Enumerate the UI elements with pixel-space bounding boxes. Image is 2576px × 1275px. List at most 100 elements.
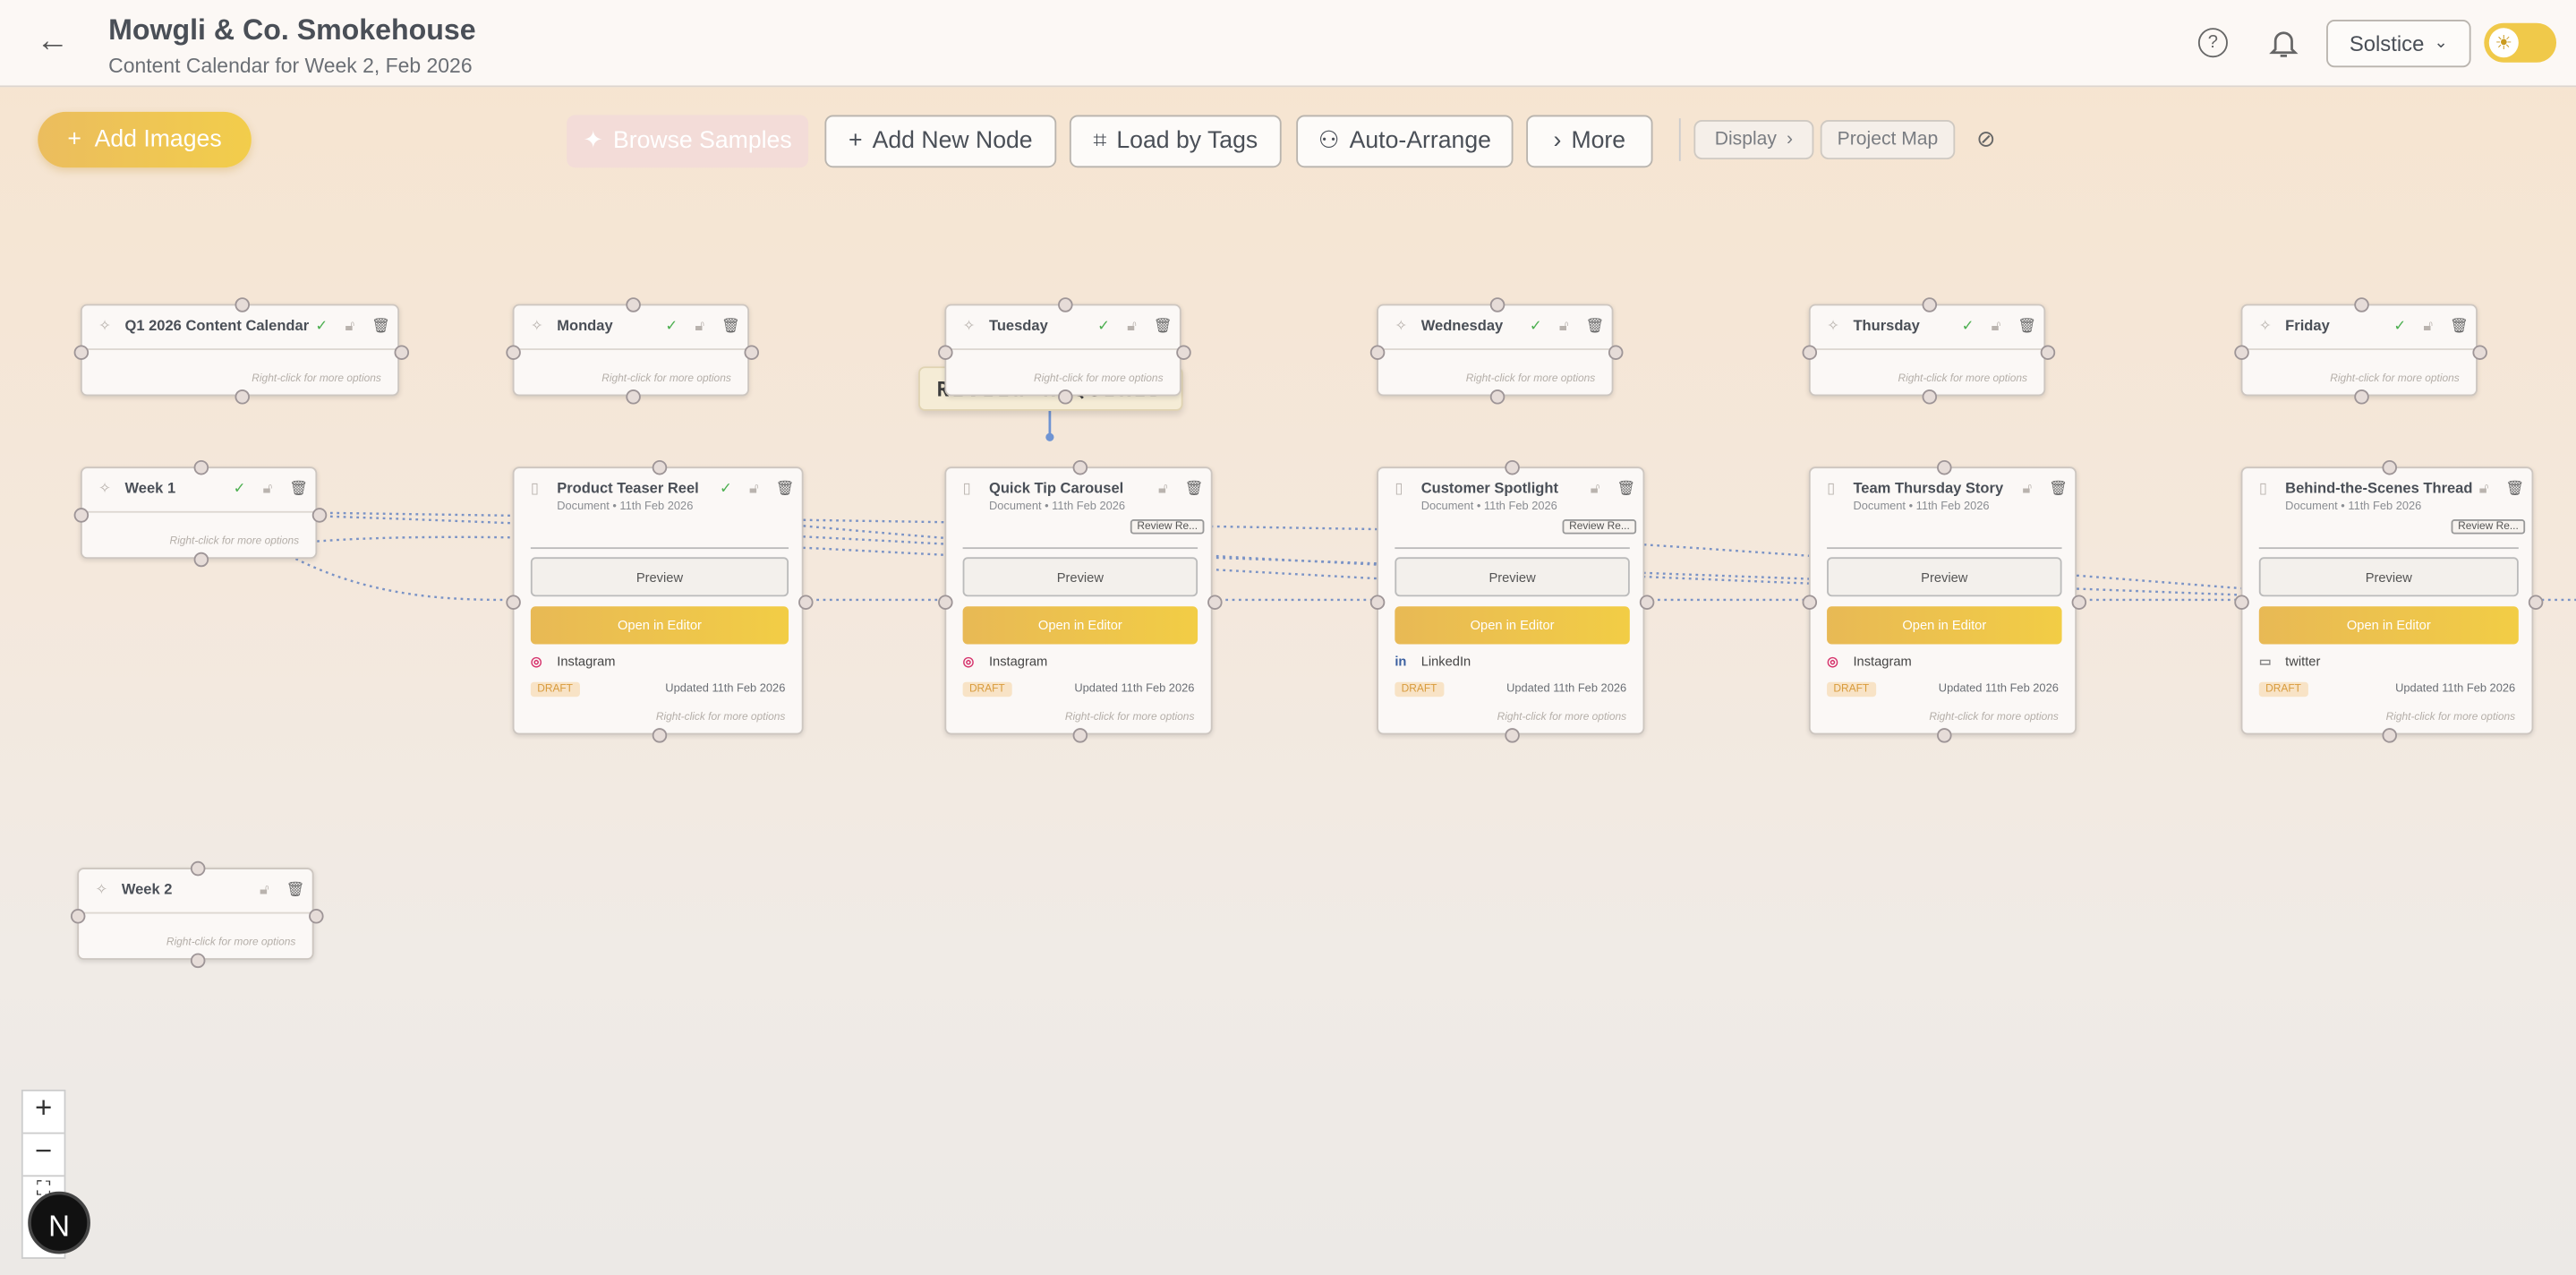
open-editor-button[interactable]: Open in Editor <box>962 606 1198 645</box>
handle[interactable] <box>938 595 953 610</box>
approve-icon[interactable]: ✓ <box>1961 317 1975 334</box>
approve-icon[interactable]: ✓ <box>233 479 246 497</box>
handle[interactable] <box>1608 344 1624 360</box>
avatar[interactable]: N <box>28 1191 90 1254</box>
handle[interactable] <box>73 507 90 522</box>
post-node[interactable]: ▯ Behind-the-Scenes Thread Document • 11th… <box>2234 459 2544 743</box>
approve-icon[interactable]: ✓ <box>719 479 732 497</box>
handle[interactable] <box>1057 297 1072 312</box>
handle[interactable] <box>2353 297 2368 312</box>
handle[interactable] <box>1488 389 1505 405</box>
handle[interactable] <box>1639 595 1655 610</box>
handle[interactable] <box>1937 728 1952 743</box>
delete-icon[interactable]: 🗑︎ <box>1153 317 1173 334</box>
toolbar-button[interactable]: ⌗ Load by Tags <box>1069 115 1282 168</box>
post-node[interactable]: ▯ Team Thursday Story Document • 11th Feb … <box>1802 459 2087 743</box>
open-editor-button[interactable]: Open in Editor <box>2258 606 2519 645</box>
zoom-out[interactable]: − <box>22 1134 64 1177</box>
handle[interactable] <box>190 860 205 877</box>
delete-icon[interactable]: 🗑︎ <box>721 317 740 334</box>
handle[interactable] <box>1369 595 1386 610</box>
handle[interactable] <box>1072 728 1088 743</box>
handle[interactable] <box>1802 344 1818 360</box>
lock-icon[interactable]: 🔓︎ <box>260 880 269 898</box>
lock-icon[interactable]: 🔓︎ <box>1127 317 1137 334</box>
post-node[interactable]: ▯ Customer Spotlight Document • 11th Feb 2… <box>1369 459 1655 743</box>
group-node[interactable]: ✧ Week 2 🔓︎ 🗑︎ Right-click for more options <box>70 860 324 969</box>
lock-icon[interactable]: 🔓︎ <box>2022 479 2033 497</box>
lock-icon[interactable]: 🔓︎ <box>1558 317 1569 334</box>
approve-icon[interactable]: ✓ <box>1529 317 1542 334</box>
theme-toggle[interactable]: ☀ <box>2484 22 2557 63</box>
delete-icon[interactable]: 🗑︎ <box>1184 479 1204 497</box>
help-button[interactable]: ? <box>2197 28 2228 58</box>
handle[interactable] <box>311 507 328 522</box>
post-node[interactable]: ▯ Quick Tip Carousel Document • 11th Feb 2… <box>938 459 1223 743</box>
post-node[interactable]: ▯ Product Teaser Reel Document • 11th Feb … <box>506 459 814 743</box>
notifications-button[interactable] <box>2269 26 2299 59</box>
handle[interactable] <box>1937 459 1952 475</box>
handle[interactable] <box>1921 297 1937 312</box>
open-editor-button[interactable]: Open in Editor <box>1827 606 2062 645</box>
lock-icon[interactable]: 🔓︎ <box>748 479 759 497</box>
handle[interactable] <box>1802 595 1818 610</box>
handle[interactable] <box>192 552 209 568</box>
handle[interactable] <box>2071 595 2087 610</box>
lock-icon[interactable]: 🔓︎ <box>2423 317 2434 334</box>
approve-icon[interactable]: ✓ <box>315 317 328 334</box>
review-badge[interactable]: Review Re... <box>1562 519 1637 535</box>
lock-icon[interactable]: 🔓︎ <box>345 317 355 334</box>
handle[interactable] <box>2472 344 2487 360</box>
handle[interactable] <box>70 908 86 923</box>
open-editor-button[interactable]: Open in Editor <box>530 606 789 645</box>
preview-button[interactable]: Preview <box>1395 557 1630 597</box>
lock-icon[interactable]: 🔓︎ <box>695 317 705 334</box>
handle[interactable] <box>506 595 521 610</box>
delete-icon[interactable]: 🗑︎ <box>2017 317 2036 334</box>
handle[interactable] <box>394 344 410 360</box>
lock-icon[interactable]: 🔓︎ <box>262 479 273 497</box>
zoom-in[interactable]: + <box>22 1091 64 1134</box>
handle[interactable] <box>1176 344 1191 360</box>
handle[interactable] <box>938 344 953 360</box>
handle[interactable] <box>1488 297 1505 312</box>
handle[interactable] <box>2353 389 2368 405</box>
handle[interactable] <box>625 389 640 405</box>
approve-icon[interactable]: ✓ <box>1097 317 1110 334</box>
handle[interactable] <box>506 344 521 360</box>
delete-icon[interactable]: 🗑︎ <box>2449 317 2469 334</box>
handle[interactable] <box>73 344 90 360</box>
handle[interactable] <box>1369 344 1386 360</box>
handle[interactable] <box>1505 459 1520 475</box>
link-icon[interactable]: ⊘ <box>1976 124 1996 151</box>
preview-button[interactable]: Preview <box>962 557 1198 597</box>
approve-icon[interactable]: ✓ <box>665 317 678 334</box>
delete-icon[interactable]: 🗑︎ <box>1585 317 1605 334</box>
handle[interactable] <box>625 297 640 312</box>
workspace-select[interactable]: Solstice ⌄ <box>2326 20 2471 68</box>
preview-button[interactable]: Preview <box>530 557 789 597</box>
handle[interactable] <box>234 297 250 312</box>
handle[interactable] <box>798 595 814 610</box>
handle[interactable] <box>234 389 250 405</box>
toolbar-button[interactable]: ✦ Browse Samples <box>567 115 809 168</box>
delete-icon[interactable]: 🗑︎ <box>775 479 795 497</box>
delete-icon[interactable]: 🗑︎ <box>2048 479 2068 497</box>
delete-icon[interactable]: 🗑︎ <box>2505 479 2525 497</box>
toolbar-button[interactable]: + Add New Node <box>824 115 1057 168</box>
project-map-button[interactable]: Project Map <box>1820 119 1956 160</box>
review-badge[interactable]: Review Re... <box>1130 519 1205 535</box>
group-node[interactable]: ✧ Thursday ✓ 🔓︎ 🗑︎ Right-click for more optio… <box>1802 297 2056 405</box>
handle[interactable] <box>744 344 760 360</box>
delete-icon[interactable]: 🗑︎ <box>1616 479 1636 497</box>
group-node[interactable]: ✧ Wednesday ✓ 🔓︎ 🗑︎ Right-click for more opti… <box>1369 297 1624 405</box>
back-button[interactable]: ← <box>36 22 70 60</box>
group-node[interactable]: ✧ Tuesday ✓ 🔓︎ 🗑︎ Right-click for more option… <box>938 297 1191 405</box>
group-node[interactable]: ✧ Monday ✓ 🔓︎ 🗑︎ Right-click for more options <box>506 297 760 405</box>
delete-icon[interactable]: 🗑︎ <box>286 880 305 898</box>
handle[interactable] <box>2381 728 2397 743</box>
handle[interactable] <box>2234 595 2249 610</box>
preview-button[interactable]: Preview <box>1827 557 2062 597</box>
handle[interactable] <box>2234 344 2249 360</box>
lock-icon[interactable]: 🔓︎ <box>2478 479 2489 497</box>
